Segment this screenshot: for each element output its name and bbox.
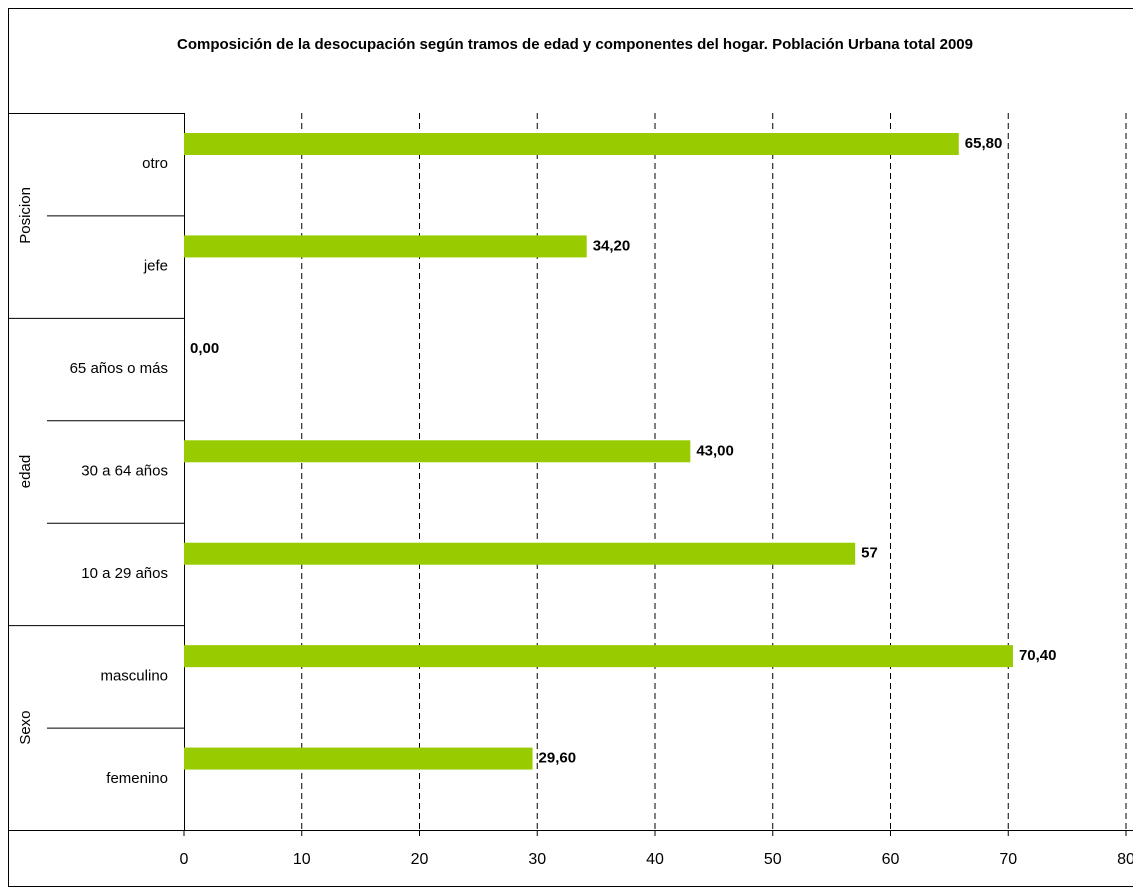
value-label: 34,20 bbox=[593, 237, 631, 254]
chart-title: Composición de la desocupación según tra… bbox=[176, 36, 973, 53]
group-label: Sexo bbox=[17, 710, 34, 744]
x-tick-label: 0 bbox=[180, 851, 189, 868]
y-tick-label: femenino bbox=[106, 770, 168, 787]
x-tick-label: 10 bbox=[293, 851, 311, 868]
value-label: 57 bbox=[861, 545, 878, 562]
x-tick-label: 40 bbox=[646, 851, 664, 868]
x-tick-label: 50 bbox=[764, 851, 782, 868]
group-label: Posicion bbox=[17, 187, 34, 244]
x-tick-label: 70 bbox=[999, 851, 1017, 868]
bar bbox=[184, 235, 587, 258]
y-tick-label: jefe bbox=[143, 258, 168, 275]
bar bbox=[184, 645, 1013, 668]
value-label: 0,00 bbox=[190, 340, 219, 357]
group-label: edad bbox=[17, 455, 34, 488]
y-tick-label: 10 a 29 años bbox=[81, 565, 168, 582]
y-tick-label: 65 años o más bbox=[70, 360, 168, 377]
bar bbox=[184, 133, 959, 155]
x-tick-label: 30 bbox=[528, 851, 546, 868]
x-tick-label: 60 bbox=[882, 851, 900, 868]
y-tick-label: masculino bbox=[100, 667, 168, 684]
bar bbox=[184, 440, 691, 463]
x-tick-label: 20 bbox=[411, 851, 429, 868]
value-label: 29,60 bbox=[539, 750, 577, 767]
y-tick-label: 30 a 64 años bbox=[81, 462, 168, 479]
chart-border bbox=[8, 8, 1133, 887]
x-tick-label: 80 bbox=[1117, 851, 1133, 868]
bar bbox=[184, 542, 856, 565]
value-label: 43,00 bbox=[696, 442, 734, 459]
bar bbox=[184, 747, 533, 770]
value-label: 65,80 bbox=[965, 135, 1003, 152]
value-label: 70,40 bbox=[1019, 647, 1057, 664]
y-tick-label: otro bbox=[142, 155, 168, 172]
